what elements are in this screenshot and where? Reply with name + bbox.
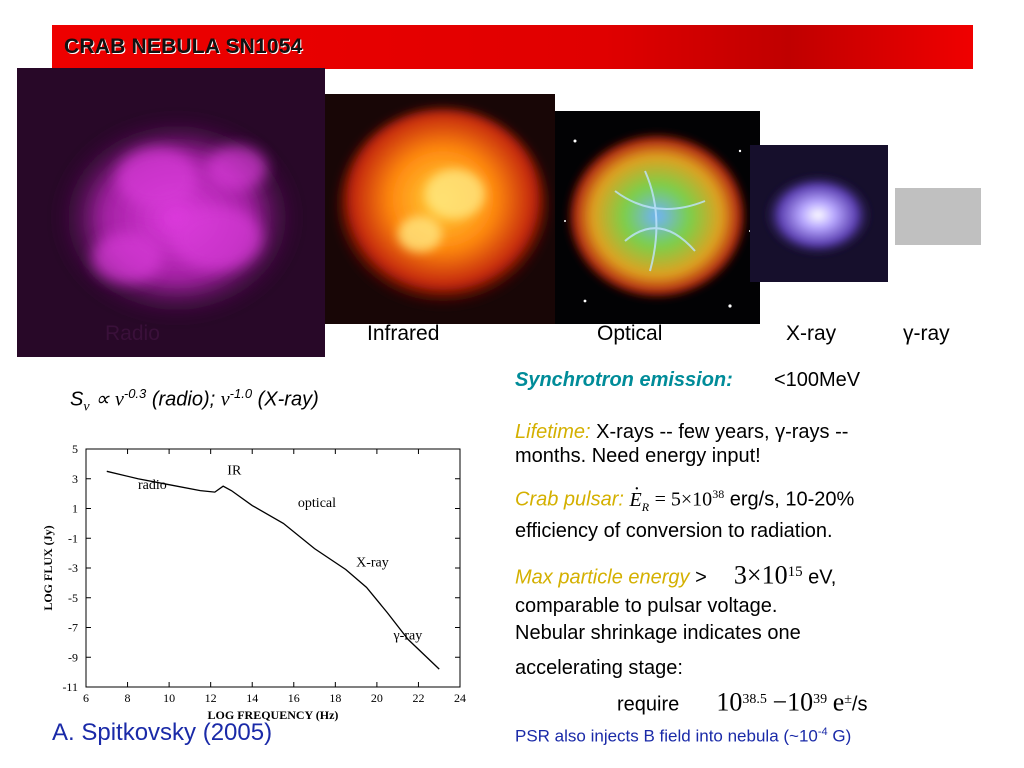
- max-energy-label: Max particle energy: [515, 566, 690, 589]
- y-tick-label: -11: [62, 680, 78, 694]
- pulsar-edot: · ER: [629, 477, 650, 514]
- x-tick-label: 18: [329, 691, 341, 705]
- formula-xray: (X-ray): [257, 388, 319, 411]
- infrared-image: [325, 94, 555, 324]
- lifetime-block: Lifetime: X-rays -- few years, γ-rays --…: [515, 420, 848, 468]
- x-tick-label: 24: [454, 691, 466, 705]
- chart-annotation: γ-ray: [393, 628, 423, 643]
- x-tick-label: 8: [125, 691, 131, 705]
- pulsar-exp: 38: [712, 487, 725, 501]
- crab-pulsar-block: Crab pulsar: · ER = 5×1038 erg/s, 10-20% …: [515, 477, 855, 543]
- x-tick-label: 10: [163, 691, 175, 705]
- y-axis-label: LOG FLUX (Jy): [41, 525, 55, 610]
- max-energy-unit: eV,: [808, 566, 837, 589]
- title-bar: [52, 25, 973, 69]
- x-tick-label: 20: [371, 691, 383, 705]
- slide-title: CRAB NEBULA SN1054: [64, 35, 303, 58]
- pulsar-eq: = 5×10: [654, 488, 713, 511]
- y-tick-label: -9: [68, 650, 78, 664]
- x-tick-label: 16: [288, 691, 300, 705]
- synchrotron-value: <100MeV: [773, 369, 861, 391]
- y-tick-label: 3: [72, 472, 78, 486]
- require-exp2: 39: [813, 692, 828, 707]
- formula-exp-radio: -0.3: [123, 386, 147, 401]
- require-line: require 1038.5 −1039 e±/s: [617, 688, 867, 717]
- x-tick-label: 6: [83, 691, 89, 705]
- shrinkage-line1: Nebular shrinkage indicates one: [515, 622, 801, 644]
- spectrum-chart: 6 8 10 12 14 16 18 20 22 24 5 3 1 -1 -3 -5 -7 -9 -11 LOG FR…: [40, 437, 480, 722]
- psr-note: PSR also injects B field into nebula (~1…: [515, 726, 852, 746]
- formula-radio: (radio);: [151, 388, 216, 411]
- label-infrared: Infrared: [367, 322, 440, 345]
- formula-nu: ν: [114, 388, 124, 411]
- gamma-image-placeholder: [895, 188, 981, 245]
- optical-image: [555, 111, 760, 324]
- formula-exp-xray: -1.0: [229, 386, 253, 401]
- lifetime-line2: months. Need energy input!: [515, 445, 761, 467]
- chart-annotation: IR: [227, 463, 242, 478]
- require-particle: e: [832, 687, 845, 717]
- require-dash: −10: [772, 687, 814, 717]
- y-tick-label: -1: [68, 531, 78, 545]
- formula-nu-sub: ν: [83, 399, 90, 415]
- y-tick-label: 5: [72, 442, 78, 456]
- require-unit: /s: [851, 693, 868, 716]
- crab-pulsar-label: Crab pulsar:: [515, 488, 624, 511]
- x-tick-label: 14: [246, 691, 258, 705]
- shrinkage-line2: accelerating stage:: [515, 657, 683, 679]
- lifetime-line1: X-rays -- few years, γ-rays --: [596, 421, 849, 443]
- require-exp1: 38.5: [742, 692, 767, 707]
- lifetime-label: Lifetime:: [515, 421, 591, 443]
- require-base1: 10: [716, 687, 743, 717]
- radio-image: [17, 68, 325, 357]
- label-xray: X-ray: [786, 322, 837, 345]
- max-energy-block: Max particle energy > 3×1015 eV,: [515, 560, 836, 590]
- require-label: require: [617, 693, 680, 716]
- chart-annotation: radio: [138, 478, 167, 493]
- x-axis-label: LOG FREQUENCY (Hz): [208, 708, 339, 722]
- synchrotron-label: Synchrotron emission:: [515, 369, 733, 391]
- y-tick-label: -3: [68, 561, 78, 575]
- chart-annotation: optical: [298, 496, 336, 511]
- pulsar-line2: efficiency of conversion to radiation.: [515, 519, 833, 542]
- x-tick-label: 12: [205, 691, 217, 705]
- synchrotron-line: Synchrotron emission: <100MeV: [515, 368, 860, 392]
- label-gamma: γ-ray: [903, 322, 950, 345]
- y-tick-label: -5: [68, 591, 78, 605]
- y-tick-label: -7: [68, 621, 78, 635]
- pulsar-unit: erg/s, 10-20%: [729, 488, 855, 511]
- max-energy-exp: 15: [787, 564, 803, 580]
- max-energy-gt: >: [695, 566, 707, 589]
- citation: A. Spitkovsky (2005): [52, 719, 273, 746]
- formula-nu2: ν: [220, 388, 230, 411]
- max-energy-base: 3×10: [733, 560, 788, 590]
- y-tick-label: 1: [72, 502, 78, 516]
- spectrum-formula: Sν ∝ ν-0.3 (radio); ν-1.0 (X-ray): [70, 386, 319, 416]
- formula-s: S: [70, 388, 84, 411]
- label-optical: Optical: [597, 322, 663, 345]
- spectrum-line: [106, 470, 440, 670]
- label-radio: Radio: [105, 322, 160, 345]
- xray-image: [750, 145, 888, 282]
- max-energy-line2: comparable to pulsar voltage.: [515, 595, 778, 617]
- require-particle-exp: ±: [844, 692, 852, 707]
- formula-propto: ∝: [95, 388, 110, 411]
- chart-annotation: X-ray: [356, 556, 389, 571]
- x-tick-label: 22: [412, 691, 424, 705]
- chart-svg: 6 8 10 12 14 16 18 20 22 24 5 3 1 -1 -3 -5 -7 -9 -11 LOG FR…: [41, 442, 466, 722]
